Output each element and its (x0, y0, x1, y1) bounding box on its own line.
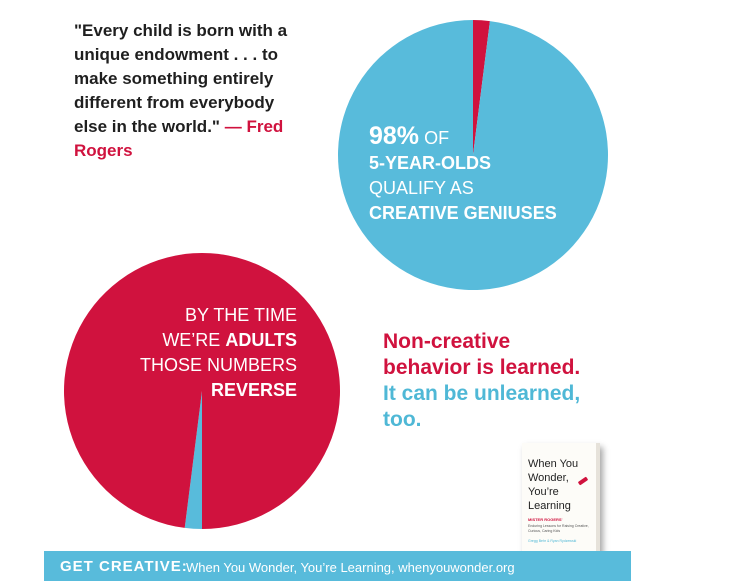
book-cover: When You Wonder, You’re Learning MISTER … (522, 443, 600, 555)
pie-caption-adults: BY THE TIME WE’RE ADULTS THOSE NUMBERS R… (130, 303, 297, 403)
caption-line-2b: ADULTS (225, 330, 297, 350)
footer-label: GET CREATIVE: (60, 558, 188, 575)
lesson-line-3: It can be unlearned, (383, 382, 581, 405)
quote-text: "Every child is born with a unique endow… (74, 21, 288, 136)
lesson-line-1: Non-creative (383, 330, 511, 353)
caption-line-4: CREATIVE GENIUSES (369, 203, 557, 223)
caption-of: OF (424, 128, 450, 148)
book-subtitle: MISTER ROGERS' (528, 517, 563, 522)
caption-line-2: 5-YEAR-OLDS (369, 153, 492, 173)
quote-attribution: — Fred Rogers (74, 117, 284, 160)
footer-text: When You Wonder, You’re Learning, whenyo… (186, 560, 515, 575)
pie-caption-children: 98% OF 5-YEAR-OLDS QUALIFY AS CREATIVE G… (369, 124, 557, 226)
book-authors: Gregg Behr & Ryan Rydzewski (528, 539, 577, 543)
pie-slice-non-creative (63, 253, 340, 529)
caption-line-3: QUALIFY AS (369, 178, 474, 198)
caption-line-2a: WE’RE (162, 330, 221, 350)
caption-percent: 98% (369, 122, 420, 150)
quote: "Every child is born with a unique endow… (74, 19, 299, 163)
pie-slice-non-creative (473, 20, 490, 155)
pie-slice-creative (184, 391, 202, 529)
caption-line-3: THOSE NUMBERS (139, 355, 297, 375)
caption-line-4: REVERSE (210, 380, 297, 400)
footer-banner: GET CREATIVE: When You Wonder, You’re Le… (44, 551, 631, 581)
pie-slice-creative (338, 20, 608, 290)
pie-chart-adults (63, 253, 340, 529)
caption-line-1: BY THE TIME (184, 305, 297, 325)
book-title: When You Wonder, You’re Learning (528, 458, 579, 512)
pie-chart-children (338, 20, 608, 290)
lesson-line-4: too. (383, 408, 422, 431)
lesson-line-2: behavior is learned. (383, 356, 581, 379)
lesson-text: Non-creative behavior is learned. It can… (383, 329, 623, 433)
book-subtitle-2: Enduring Lessons for Raising Creative, C… (528, 524, 589, 533)
